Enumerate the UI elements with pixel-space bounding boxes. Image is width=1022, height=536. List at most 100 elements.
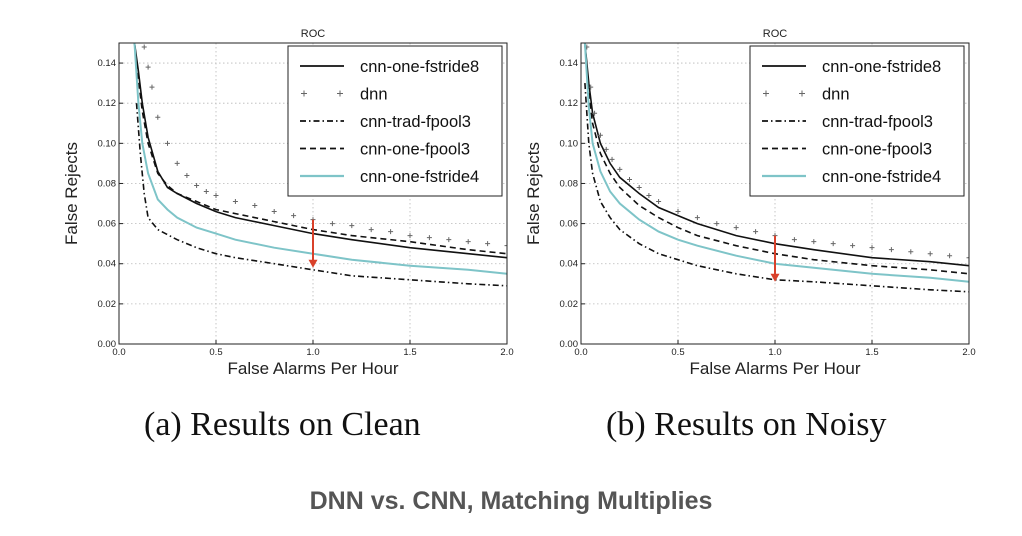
x-tick-label: 0.0 xyxy=(112,347,125,358)
roc-charts: 0.0 0.5 1.0 1.5 2.0 0.00 0.02 0.04 0.06 0.08 0.10 0… xyxy=(62,28,976,378)
dnn-point xyxy=(184,172,190,178)
y-tick-label: 0.02 xyxy=(98,299,117,310)
dnn-point xyxy=(627,176,632,182)
dnn-point xyxy=(407,233,413,239)
dnn-point xyxy=(733,225,739,231)
dnn-point xyxy=(830,241,836,247)
dnn-point xyxy=(194,182,200,188)
legend-label-cnn-one-fstride4: cnn-one-fstride4 xyxy=(822,168,941,186)
y-tick-label: 0.06 xyxy=(98,219,117,230)
dnn-point xyxy=(888,247,894,253)
dnn-point xyxy=(368,227,374,233)
y-tick-label: 0.12 xyxy=(98,98,117,109)
x-tick-label: 0.5 xyxy=(209,347,222,358)
y-tick-label: 0.04 xyxy=(98,259,117,270)
caption-clean: (a) Results on Clean xyxy=(144,406,421,443)
y-tick-label: 0.14 xyxy=(98,58,117,69)
chart-noisy: 0.0 0.5 1.0 1.5 2.0 0.00 0.02 0.04 0.06 0.08 0.10 0… xyxy=(524,28,976,378)
chart-clean: 0.0 0.5 1.0 1.5 2.0 0.00 0.02 0.04 0.06 0.08 0.10 0… xyxy=(62,28,514,378)
dnn-point xyxy=(465,239,471,245)
dnn-point xyxy=(203,188,209,194)
x-axis-label: False Alarms Per Hour xyxy=(228,359,399,378)
legend-swatch-dnn xyxy=(763,90,769,97)
dnn-point xyxy=(446,237,452,243)
y-tick-label: 0.06 xyxy=(560,219,579,230)
x-tick-label: 1.5 xyxy=(865,347,878,358)
dnn-point xyxy=(603,146,609,152)
y-tick-label: 0.00 xyxy=(560,339,579,350)
dnn-point xyxy=(592,110,598,116)
legend-label-cnn-one-fpool3: cnn-one-fpool3 xyxy=(360,141,470,159)
x-tick-label: 2.0 xyxy=(500,347,513,358)
dnn-point xyxy=(811,239,817,245)
y-axis-label: False Rejects xyxy=(524,142,543,245)
legend-label-dnn: dnn xyxy=(360,86,388,104)
dnn-point xyxy=(149,84,155,90)
series-cnn-one-fstride4 xyxy=(583,43,969,283)
dnn-point xyxy=(349,223,355,229)
legend-label-dnn: dnn xyxy=(822,86,850,104)
legend: cnn-one-fstride8 dnn cnn-trad-fpool3 cnn-on… xyxy=(749,45,965,197)
dnn-point xyxy=(155,114,161,120)
dnn-point xyxy=(504,243,507,249)
series-cnn-trad-fpool3 xyxy=(135,103,507,287)
dnn-point xyxy=(636,184,642,190)
legend-label-cnn-one-fstride8: cnn-one-fstride8 xyxy=(822,58,941,76)
dnn-point xyxy=(694,215,700,221)
dnn-point xyxy=(271,209,277,215)
y-tick-label: 0.04 xyxy=(560,259,579,270)
dnn-point xyxy=(388,229,394,235)
dnn-point xyxy=(646,193,652,199)
x-axis-label: False Alarms Per Hour xyxy=(690,359,861,378)
legend-label-cnn-one-fstride4: cnn-one-fstride4 xyxy=(360,168,479,186)
dnn-point xyxy=(617,166,623,172)
dnn-point xyxy=(165,140,170,146)
dnn-point xyxy=(141,44,147,50)
dnn-point xyxy=(966,255,969,261)
legend-label-cnn-trad-fpool3: cnn-trad-fpool3 xyxy=(822,113,933,131)
legend: cnn-one-fstride8 dnn cnn-trad-fpool3 cnn-on… xyxy=(287,45,503,197)
dnn-point xyxy=(232,199,238,205)
dnn-point xyxy=(329,221,335,227)
series-cnn-one-fstride8 xyxy=(133,43,507,259)
dnn-point xyxy=(869,245,875,251)
series-cnn-trad-fpool3 xyxy=(584,83,969,293)
dnn-point xyxy=(675,209,681,215)
legend-label-cnn-one-fstride8: cnn-one-fstride8 xyxy=(360,58,479,76)
chart-title: ROC xyxy=(763,28,788,40)
legend-label-cnn-one-fpool3: cnn-one-fpool3 xyxy=(822,141,932,159)
dnn-point xyxy=(213,193,219,199)
y-tick-label: 0.02 xyxy=(560,299,579,310)
dnn-point xyxy=(291,213,297,219)
dnn-point xyxy=(927,251,933,257)
y-tick-label: 0.10 xyxy=(98,138,117,149)
legend-swatch-dnn xyxy=(337,90,343,97)
dnn-point xyxy=(656,199,662,205)
dnn-point xyxy=(145,64,151,70)
x-tick-label: 1.0 xyxy=(306,347,319,358)
dnn-point xyxy=(850,243,856,249)
x-tick-label: 0.0 xyxy=(574,347,587,358)
y-tick-label: 0.14 xyxy=(560,58,579,69)
dnn-point xyxy=(485,241,491,247)
x-tick-label: 1.0 xyxy=(768,347,781,358)
series-cnn-one-fpool3 xyxy=(133,43,507,255)
y-tick-label: 0.08 xyxy=(98,178,117,189)
y-tick-label: 0.00 xyxy=(98,339,117,350)
series-cnn-one-fstride8 xyxy=(584,43,969,267)
x-tick-label: 0.5 xyxy=(671,347,684,358)
y-tick-label: 0.12 xyxy=(560,98,579,109)
legend-swatch-dnn xyxy=(301,90,307,97)
dnn-point xyxy=(252,203,258,209)
series-cnn-one-fpool3 xyxy=(584,43,969,275)
y-axis-label: False Rejects xyxy=(62,142,81,245)
caption-noisy: (b) Results on Noisy xyxy=(606,406,887,443)
dnn-point xyxy=(609,156,615,162)
dnn-point xyxy=(174,160,180,166)
series-cnn-one-fstride4 xyxy=(133,43,507,275)
footer-title: DNN vs. CNN, Matching Multiplies xyxy=(309,487,713,515)
dnn-point xyxy=(791,237,797,243)
annotation-arrow-head xyxy=(308,259,318,268)
x-tick-label: 1.5 xyxy=(403,347,416,358)
x-tick-label: 2.0 xyxy=(962,347,975,358)
